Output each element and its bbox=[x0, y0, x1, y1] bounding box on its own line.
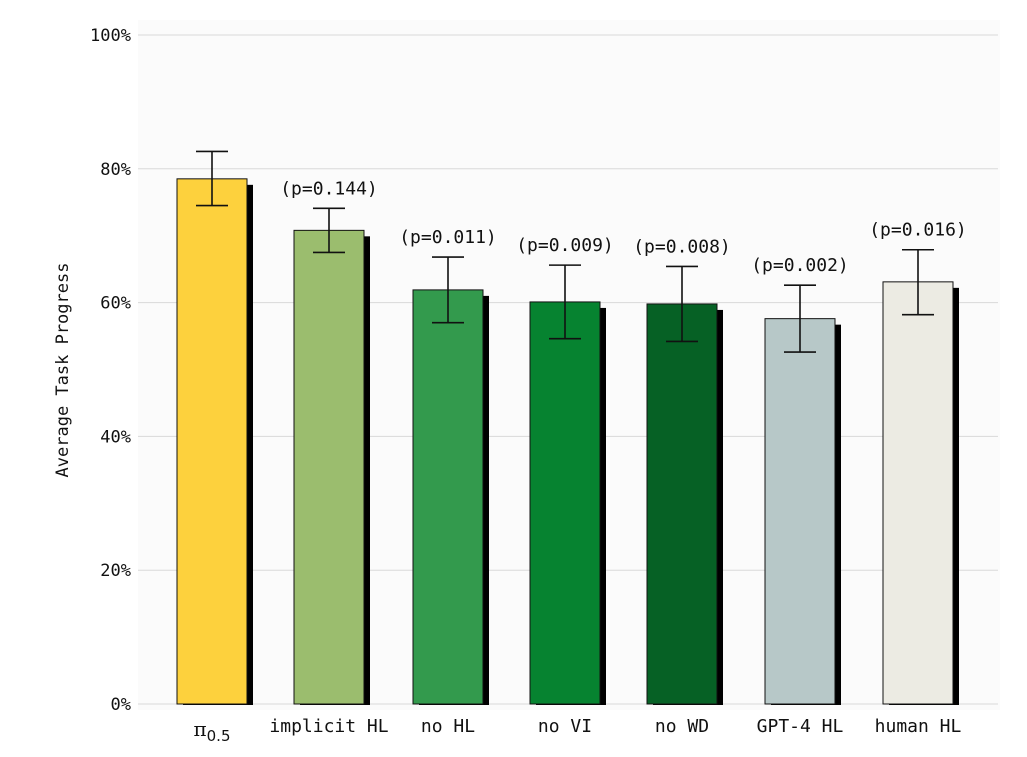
p-value-label: (p=0.011) bbox=[399, 227, 497, 248]
x-tick-label: human HL bbox=[875, 716, 962, 737]
p-value-label: (p=0.009) bbox=[516, 235, 614, 256]
x-tick-label: GPT-4 HL bbox=[757, 716, 844, 737]
bars-layer bbox=[176, 150, 959, 705]
y-tick-label: 100% bbox=[90, 26, 131, 46]
x-tick-label-main: π bbox=[193, 717, 206, 741]
x-tick-label: implicit HL bbox=[269, 716, 388, 737]
x-tick-label: no VI bbox=[538, 716, 592, 737]
y-tick-label: 60% bbox=[100, 294, 131, 314]
bar bbox=[412, 289, 484, 705]
labels-layer: 0% 20% 40% 60% 80% 100% π0.5 (p=0.144) implicit … bbox=[90, 26, 967, 745]
bar bbox=[646, 303, 718, 705]
y-axis-label: Average Task Progress bbox=[53, 263, 73, 478]
y-tick-label: 20% bbox=[100, 561, 131, 581]
bar bbox=[764, 318, 836, 705]
p-value-label: (p=0.016) bbox=[869, 220, 967, 241]
x-tick-label: no WD bbox=[655, 716, 709, 737]
y-tick-label: 40% bbox=[100, 427, 131, 447]
p-value-label: (p=0.144) bbox=[280, 178, 378, 199]
x-tick-label: π0.5 bbox=[193, 717, 230, 745]
bar bbox=[293, 229, 365, 705]
bar bbox=[529, 301, 601, 705]
p-value-label: (p=0.002) bbox=[751, 255, 849, 276]
x-tick-label: no HL bbox=[421, 716, 475, 737]
bar bbox=[882, 281, 954, 705]
y-tick-label: 80% bbox=[100, 160, 131, 180]
p-value-label: (p=0.008) bbox=[633, 236, 731, 257]
y-tick-label: 0% bbox=[111, 695, 131, 715]
x-tick-label-subscript: 0.5 bbox=[207, 727, 231, 745]
bar bbox=[176, 178, 248, 705]
